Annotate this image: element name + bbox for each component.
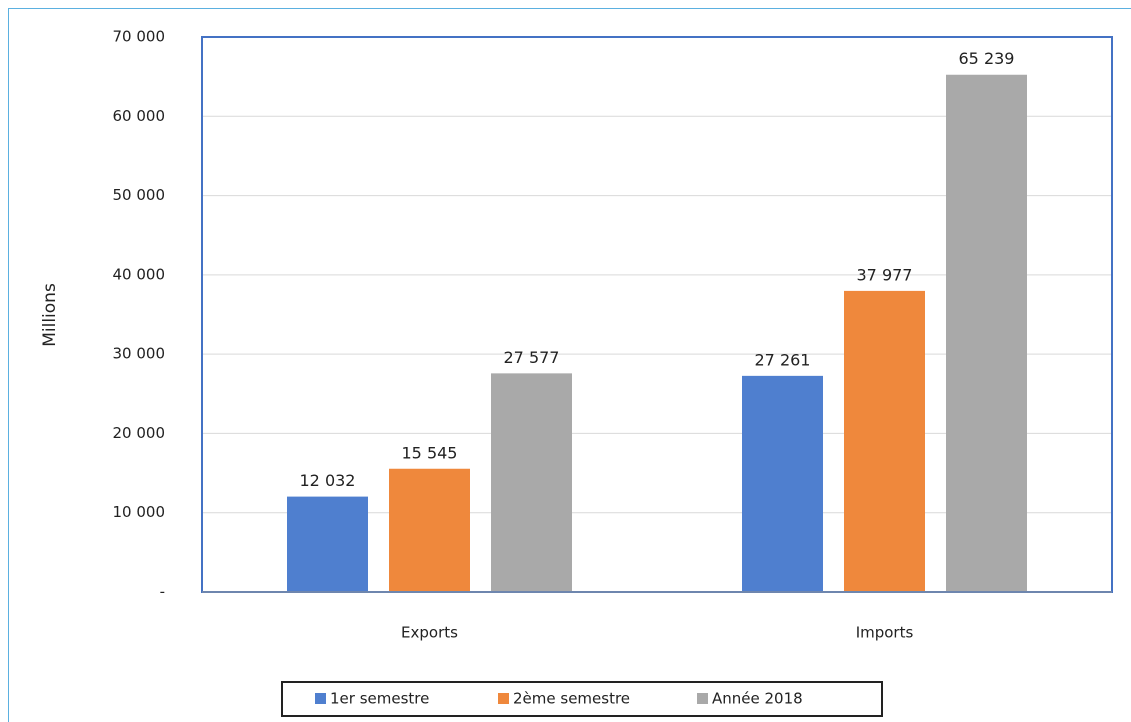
- value-label: 27 577: [504, 348, 560, 367]
- bar: [389, 468, 470, 592]
- bar: [742, 375, 823, 592]
- y-tick-label: 60 000: [113, 107, 166, 125]
- value-label: 65 239: [959, 49, 1015, 68]
- y-axis-label: Millions: [40, 283, 60, 347]
- bar: [287, 496, 368, 592]
- legend-swatch: [697, 693, 708, 704]
- bar: [491, 373, 572, 592]
- chart-frame: [8, 8, 1131, 722]
- y-tick-label: 70 000: [113, 28, 166, 46]
- legend-label: 2ème semestre: [513, 690, 630, 708]
- y-tick-label: 50 000: [113, 186, 166, 204]
- bar: [946, 74, 1027, 592]
- legend-swatch: [315, 693, 326, 704]
- x-tick-label: Exports: [401, 624, 458, 642]
- y-tick-label: -: [160, 583, 165, 601]
- legend-label: Année 2018: [712, 690, 803, 708]
- y-tick-label: 40 000: [113, 265, 166, 283]
- bar: [844, 290, 925, 592]
- legend-box: [281, 681, 883, 717]
- y-tick-label: 10 000: [113, 503, 166, 521]
- y-tick-label: 30 000: [113, 345, 166, 363]
- value-label: 37 977: [857, 265, 913, 284]
- legend-label: 1er semestre: [330, 690, 429, 708]
- legend-swatch: [498, 693, 509, 704]
- x-tick-label: Imports: [856, 624, 914, 642]
- value-label: 15 545: [402, 443, 458, 462]
- y-tick-label: 20 000: [113, 424, 166, 442]
- value-label: 12 032: [300, 471, 356, 490]
- value-label: 27 261: [755, 350, 811, 369]
